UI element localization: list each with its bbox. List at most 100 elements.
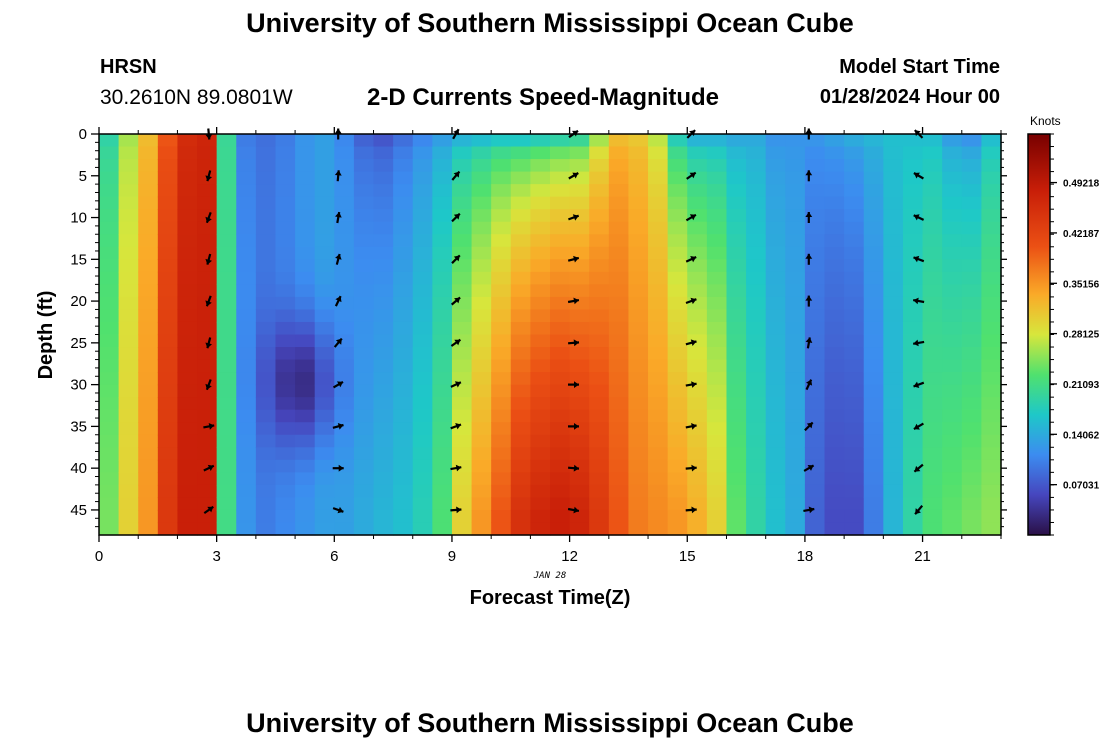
heatmap-cell: [844, 296, 865, 311]
heatmap-cell: [118, 159, 139, 173]
heatmap-cell: [785, 459, 806, 473]
heatmap-cell: [471, 397, 492, 411]
heatmap-cell: [569, 484, 590, 499]
heatmap-cell: [785, 134, 806, 148]
heatmap-cell: [177, 372, 198, 386]
heatmap-cell: [667, 321, 688, 336]
heatmap-cell: [883, 259, 904, 273]
heatmap-cell: [432, 296, 453, 311]
heatmap-cell: [589, 296, 610, 311]
heatmap-cell: [687, 134, 708, 148]
heatmap-cell: [99, 284, 120, 298]
heatmap-cell: [844, 246, 865, 260]
heatmap-cell: [157, 284, 179, 298]
heatmap-cell: [961, 434, 982, 448]
heatmap-cell: [961, 209, 982, 223]
heatmap-cell: [863, 447, 884, 461]
heatmap-cell: [138, 459, 159, 473]
heatmap-cell: [726, 447, 747, 461]
heatmap-cell: [569, 196, 590, 210]
x-axis-label: Forecast Time(Z): [470, 587, 631, 609]
heatmap-cell: [765, 171, 786, 185]
heatmap-cell: [197, 221, 218, 235]
heatmap-cell: [785, 296, 806, 311]
heatmap-cell: [648, 259, 669, 273]
current-vector: [205, 337, 212, 349]
current-vector: [913, 422, 924, 431]
heatmap-cell: [648, 209, 669, 223]
heatmap-cell: [353, 334, 375, 348]
heatmap-cell: [667, 184, 688, 198]
heatmap-cell: [608, 146, 630, 160]
heatmap-cell: [314, 522, 335, 536]
heatmap-cell: [491, 246, 512, 260]
heatmap-cell: [373, 509, 394, 524]
heatmap-cell: [942, 196, 963, 210]
heatmap-cell: [589, 484, 610, 499]
heatmap-cell: [706, 359, 728, 373]
heatmap-cell: [373, 296, 394, 311]
heatmap-cell: [197, 196, 218, 210]
heatmap-cell: [393, 347, 414, 361]
heatmap-cell: [765, 246, 786, 260]
heatmap-cell: [902, 196, 924, 210]
heatmap-cell: [353, 522, 375, 536]
heatmap-cell: [785, 397, 806, 411]
heatmap-cell: [197, 309, 218, 323]
heatmap-cell: [883, 447, 904, 461]
heatmap-cell: [177, 271, 198, 285]
heatmap-cell: [295, 271, 316, 285]
heatmap-cell: [902, 271, 924, 285]
heatmap-cell: [295, 497, 316, 511]
heatmap-cell: [118, 509, 139, 524]
heatmap-cell: [216, 434, 237, 448]
heatmap-cell: [432, 196, 453, 210]
heatmap-cell: [844, 209, 865, 223]
heatmap-cell: [177, 459, 198, 473]
heatmap-cell: [510, 234, 531, 248]
heatmap-cell: [648, 184, 669, 198]
heatmap-cell: [785, 334, 806, 348]
heatmap-cell: [942, 384, 963, 398]
station-coordinates: 30.2610N 89.0801W: [100, 86, 293, 109]
heatmap-cell: [216, 484, 237, 499]
heatmap-cell: [942, 484, 963, 499]
heatmap-cell: [118, 334, 139, 348]
heatmap-cell: [765, 459, 786, 473]
current-vector: [805, 337, 813, 349]
heatmap-cell: [275, 146, 296, 160]
heatmap-cell: [550, 459, 571, 473]
date-label: JAN 28: [533, 571, 567, 581]
heatmap-cell: [451, 447, 473, 461]
heatmap-cell: [216, 284, 237, 298]
heatmap-cell: [942, 434, 963, 448]
heatmap-cell: [961, 159, 982, 173]
heatmap-cell: [530, 484, 551, 499]
heatmap-cell: [157, 522, 179, 536]
heatmap-cell: [99, 271, 120, 285]
heatmap-cell: [255, 434, 277, 448]
heatmap-cell: [981, 372, 1002, 386]
heatmap-cell: [393, 221, 414, 235]
heatmap-cell: [353, 384, 375, 398]
heatmap-cell: [824, 484, 845, 499]
heatmap-cell: [471, 234, 492, 248]
current-vector: [203, 505, 214, 515]
heatmap-cell: [589, 522, 610, 536]
heatmap-cell: [334, 321, 355, 336]
current-vector: [685, 256, 697, 263]
colorbar-tick-label: 0.07031: [1063, 481, 1100, 492]
model-start-value: 01/28/2024 Hour 00: [819, 86, 1000, 108]
heatmap-cell: [902, 447, 924, 461]
heatmap-cell: [157, 159, 179, 173]
heatmap-cell: [138, 409, 159, 423]
heatmap-cell: [138, 271, 159, 285]
heatmap-cell: [275, 397, 296, 411]
heatmap-cell: [902, 259, 924, 273]
heatmap-cell: [373, 497, 394, 511]
heatmap-cell: [295, 359, 316, 373]
heatmap-cell: [373, 472, 394, 486]
heatmap-cell: [648, 271, 669, 285]
heatmap-cell: [295, 234, 316, 248]
heatmap-cell: [863, 234, 884, 248]
